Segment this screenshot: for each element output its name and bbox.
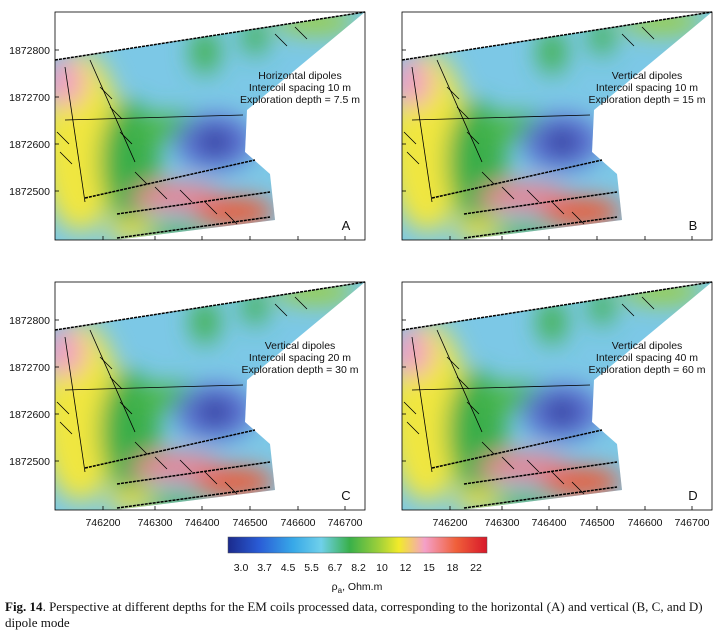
map-image [387, 280, 712, 512]
panel-frame [401, 281, 713, 511]
x-tick-label: 746400 [184, 517, 219, 529]
colorbar-tick-label: 12 [400, 562, 412, 574]
colorbar-tick-label: 3.0 [234, 562, 249, 574]
colorbar-tick-label: 6.7 [328, 562, 343, 574]
colorbar-ticks: 3.0 3.7 4.5 5.5 6.7 8.2 10 12 15 18 22 [234, 562, 482, 574]
colorbar-tick-label: 3.7 [257, 562, 272, 574]
subscript: a [338, 586, 343, 595]
annotation: Exploration depth = 30 m [241, 364, 358, 376]
annotation: Vertical dipoles [612, 70, 683, 82]
caption: Fig. 14. Perspective at different depths… [5, 599, 720, 631]
annotation: Exploration depth = 15 m [588, 94, 705, 106]
y-tick-label: 1872500 [9, 456, 50, 468]
x-tick-label: 746500 [232, 517, 267, 529]
y-tick-label: 1872800 [9, 315, 50, 327]
annotation: Exploration depth = 7.5 m [240, 94, 360, 106]
y-tick-label: 1872800 [9, 45, 50, 57]
x-tick-label: 746400 [531, 517, 566, 529]
x-tick-label: 746200 [85, 517, 120, 529]
colorbar-tick-label: 15 [423, 562, 435, 574]
x-tick-label: 746300 [137, 517, 172, 529]
panel-letter: B [689, 218, 698, 233]
annotation: Vertical dipoles [265, 340, 336, 352]
annotation: Intercoil spacing 10 m [249, 82, 351, 94]
symbol: ρ [332, 581, 338, 593]
caption-label: Fig. 14 [5, 599, 43, 614]
annotation: Exploration depth = 60 m [588, 364, 705, 376]
panel-frame [54, 11, 366, 241]
y-tick-label: 1872700 [9, 92, 50, 104]
annotation: Intercoil spacing 40 m [596, 352, 698, 364]
y-tick-label: 1872700 [9, 362, 50, 374]
annotation: Horizontal dipoles [258, 70, 341, 82]
colorbar-label: ρa, Ohm.m [332, 581, 383, 595]
colorbar-tick-label: 4.5 [281, 562, 296, 574]
x-tick-label: 746500 [579, 517, 614, 529]
panel-letter: A [342, 218, 351, 233]
y-tick-label: 1872500 [9, 186, 50, 198]
map-image [387, 10, 712, 242]
unit: , Ohm.m [342, 581, 383, 593]
annotation: Intercoil spacing 10 m [596, 82, 698, 94]
annotation: Vertical dipoles [612, 340, 683, 352]
map-image [40, 280, 365, 512]
x-tick-label: 746600 [280, 517, 315, 529]
colorbar [227, 536, 488, 554]
x-tick-label: 746300 [484, 517, 519, 529]
colorbar-tick-label: 22 [470, 562, 482, 574]
annotation: Intercoil spacing 20 m [249, 352, 351, 364]
x-tick-label: 746200 [432, 517, 467, 529]
x-tick-label: 746700 [674, 517, 709, 529]
colorbar-tick-label: 8.2 [351, 562, 366, 574]
caption-text: . Perspective at different depths for th… [5, 599, 703, 630]
colorbar-tick-label: 5.5 [304, 562, 319, 574]
map-image [40, 10, 365, 242]
colorbar-tick-label: 10 [376, 562, 388, 574]
y-tick-label: 1872600 [9, 139, 50, 151]
panel-letter: D [688, 488, 697, 503]
panel-letter: C [341, 488, 350, 503]
x-tick-label: 746700 [327, 517, 362, 529]
panel-frame [401, 11, 713, 241]
panel-frame [54, 281, 366, 511]
y-tick-label: 1872600 [9, 409, 50, 421]
x-tick-label: 746600 [627, 517, 662, 529]
colorbar-tick-label: 18 [447, 562, 459, 574]
